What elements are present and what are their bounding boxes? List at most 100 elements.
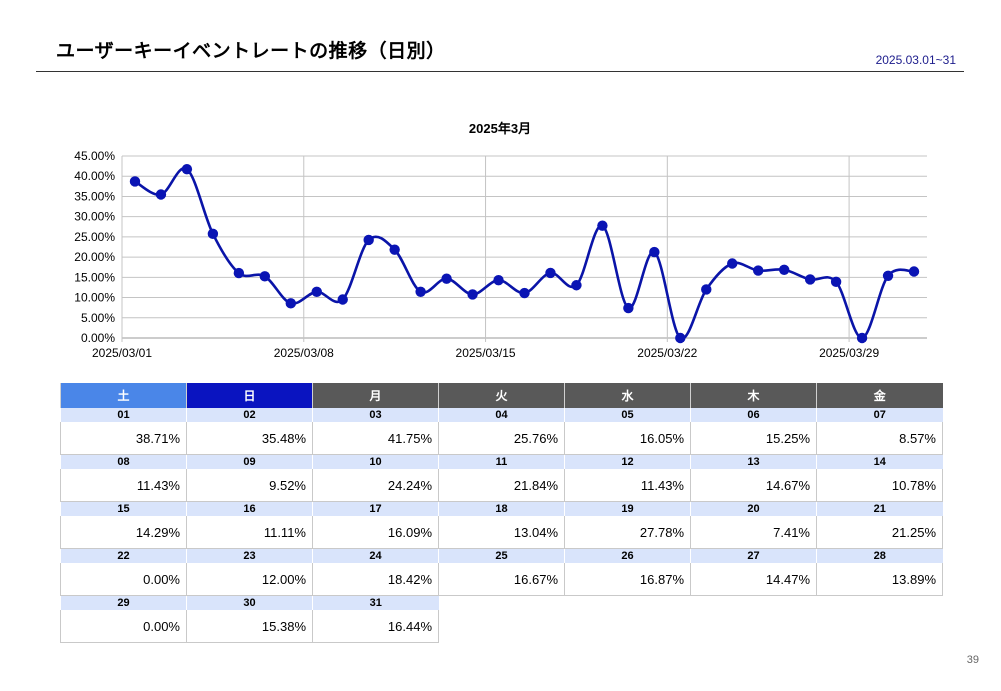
weekday-header: 木 [690, 383, 817, 408]
calendar-value-row: 38.71% 35.48% 41.75% 25.76% 16.05% 15.25% 8.57… [60, 422, 943, 455]
calendar-rate-value: 16.44% [312, 610, 439, 643]
calendar-day-row: 22 23 24 25 26 27 28 [60, 548, 943, 563]
calendar-day-number: 06 [690, 408, 817, 422]
data-point [830, 276, 842, 288]
y-tick-label: 0.00% [81, 331, 115, 345]
y-tick-label: 45.00% [74, 149, 115, 163]
data-point [285, 298, 296, 309]
line-chart: 2025年3月 0.00% 5.00% 10.00% 15.00% 20.00% 25.0… [74, 121, 927, 360]
calendar-empty-cell [816, 610, 943, 643]
calendar-day-number: 02 [186, 408, 313, 422]
y-tick-label: 5.00% [81, 311, 115, 325]
calendar-day-number: 26 [564, 548, 691, 563]
y-tick-label: 30.00% [74, 210, 115, 224]
data-point [727, 258, 738, 269]
y-tick-label: 20.00% [74, 250, 115, 264]
data-point [181, 163, 193, 175]
calendar-day-number: 29 [60, 595, 187, 610]
calendar-rate-value: 14.47% [690, 563, 817, 596]
calendar-rate-value: 0.00% [60, 563, 187, 596]
data-point [259, 271, 271, 282]
calendar-empty-cell [438, 595, 565, 610]
calendar-day-number: 27 [690, 548, 817, 563]
calendar-rate-value: 9.52% [186, 469, 313, 502]
calendar-day-number: 05 [564, 408, 691, 422]
data-point [675, 332, 686, 344]
calendar-rate-value: 14.67% [690, 469, 817, 502]
data-point [804, 274, 816, 285]
calendar-day-number: 11 [438, 454, 565, 469]
calendar-rate-value: 10.78% [816, 469, 943, 502]
calendar-empty-cell [816, 595, 943, 610]
calendar-day-row: 01 02 03 04 05 06 07 [60, 408, 943, 422]
calendar-day-number: 16 [186, 501, 313, 516]
calendar-rate-value: 24.24% [312, 469, 439, 502]
x-tick-label: 2025/03/01 [92, 346, 152, 360]
page-title: ユーザーキーイベントレートの推移（日別） [56, 40, 446, 62]
calendar-empty-cell [690, 610, 817, 643]
calendar-day-number: 21 [816, 501, 943, 516]
calendar-day-number: 13 [690, 454, 817, 469]
weekday-header: 土 [60, 383, 187, 408]
data-point [649, 246, 660, 258]
calendar-rate-value: 18.42% [312, 563, 439, 596]
calendar-rate-value: 16.87% [564, 563, 691, 596]
calendar-day-number: 31 [312, 595, 439, 610]
calendar-day-row: 15 16 17 18 19 20 21 [60, 501, 943, 516]
data-point [155, 189, 167, 200]
data-point [363, 234, 374, 246]
calendar-day-number: 10 [312, 454, 439, 469]
y-tick-label: 35.00% [74, 189, 115, 203]
data-points [129, 163, 920, 344]
weekday-header: 金 [816, 383, 943, 408]
calendar-value-row: 0.00% 12.00% 18.42% 16.67% 16.87% 14.47% 13.89… [60, 563, 943, 596]
weekday-header: 火 [438, 383, 565, 408]
calendar-day-number: 15 [60, 501, 187, 516]
data-point [908, 266, 920, 277]
data-point [753, 265, 764, 276]
weekday-header: 日 [186, 383, 313, 408]
page-number: 39 [966, 654, 979, 666]
calendar-day-number: 07 [816, 408, 943, 422]
calendar-day-number: 18 [438, 501, 565, 516]
calendar-rate-value: 41.75% [312, 422, 439, 455]
y-axis: 0.00% 5.00% 10.00% 15.00% 20.00% 25.00% 30.00%… [74, 149, 115, 345]
chart-grid [121, 155, 927, 342]
calendar-value-row: 14.29% 11.11% 16.09% 13.04% 27.78% 7.41% 21.25… [60, 516, 943, 549]
data-point [882, 270, 894, 281]
data-point [519, 287, 530, 299]
calendar-rate-value: 15.25% [690, 422, 817, 455]
calendar-rate-value: 21.84% [438, 469, 565, 502]
calendar-empty-cell [564, 595, 691, 610]
data-point [493, 275, 504, 286]
data-point [207, 228, 219, 240]
data-point [597, 220, 608, 231]
calendar-day-number: 04 [438, 408, 565, 422]
data-point [623, 302, 634, 314]
data-point [467, 289, 478, 300]
y-tick-label: 15.00% [74, 270, 115, 284]
weekday-header: 月 [312, 383, 439, 408]
calendar-rate-value: 16.09% [312, 516, 439, 549]
x-tick-label: 2025/03/08 [274, 346, 334, 360]
calendar-table: 土日月火水木金 01 02 03 04 05 06 07 38.71% 35.48% 41.75%… [60, 383, 943, 643]
calendar-day-number: 19 [564, 501, 691, 516]
calendar-day-number: 03 [312, 408, 439, 422]
weekday-header: 水 [564, 383, 691, 408]
data-point [856, 332, 868, 344]
calendar-rate-value: 14.29% [60, 516, 187, 549]
data-point [233, 267, 245, 279]
calendar-rate-value: 35.48% [186, 422, 313, 455]
data-point [337, 294, 348, 305]
calendar-day-number: 28 [816, 548, 943, 563]
y-tick-label: 10.00% [74, 291, 115, 305]
data-point [311, 286, 322, 297]
calendar-rate-value: 11.43% [564, 469, 691, 502]
calendar-rate-value: 0.00% [60, 610, 187, 643]
x-tick-label: 2025/03/29 [819, 346, 879, 360]
calendar-rate-value: 25.76% [438, 422, 565, 455]
calendar-rate-value: 13.89% [816, 563, 943, 596]
calendar-rate-value: 7.41% [690, 516, 817, 549]
data-point [389, 244, 400, 255]
calendar-empty-cell [690, 595, 817, 610]
